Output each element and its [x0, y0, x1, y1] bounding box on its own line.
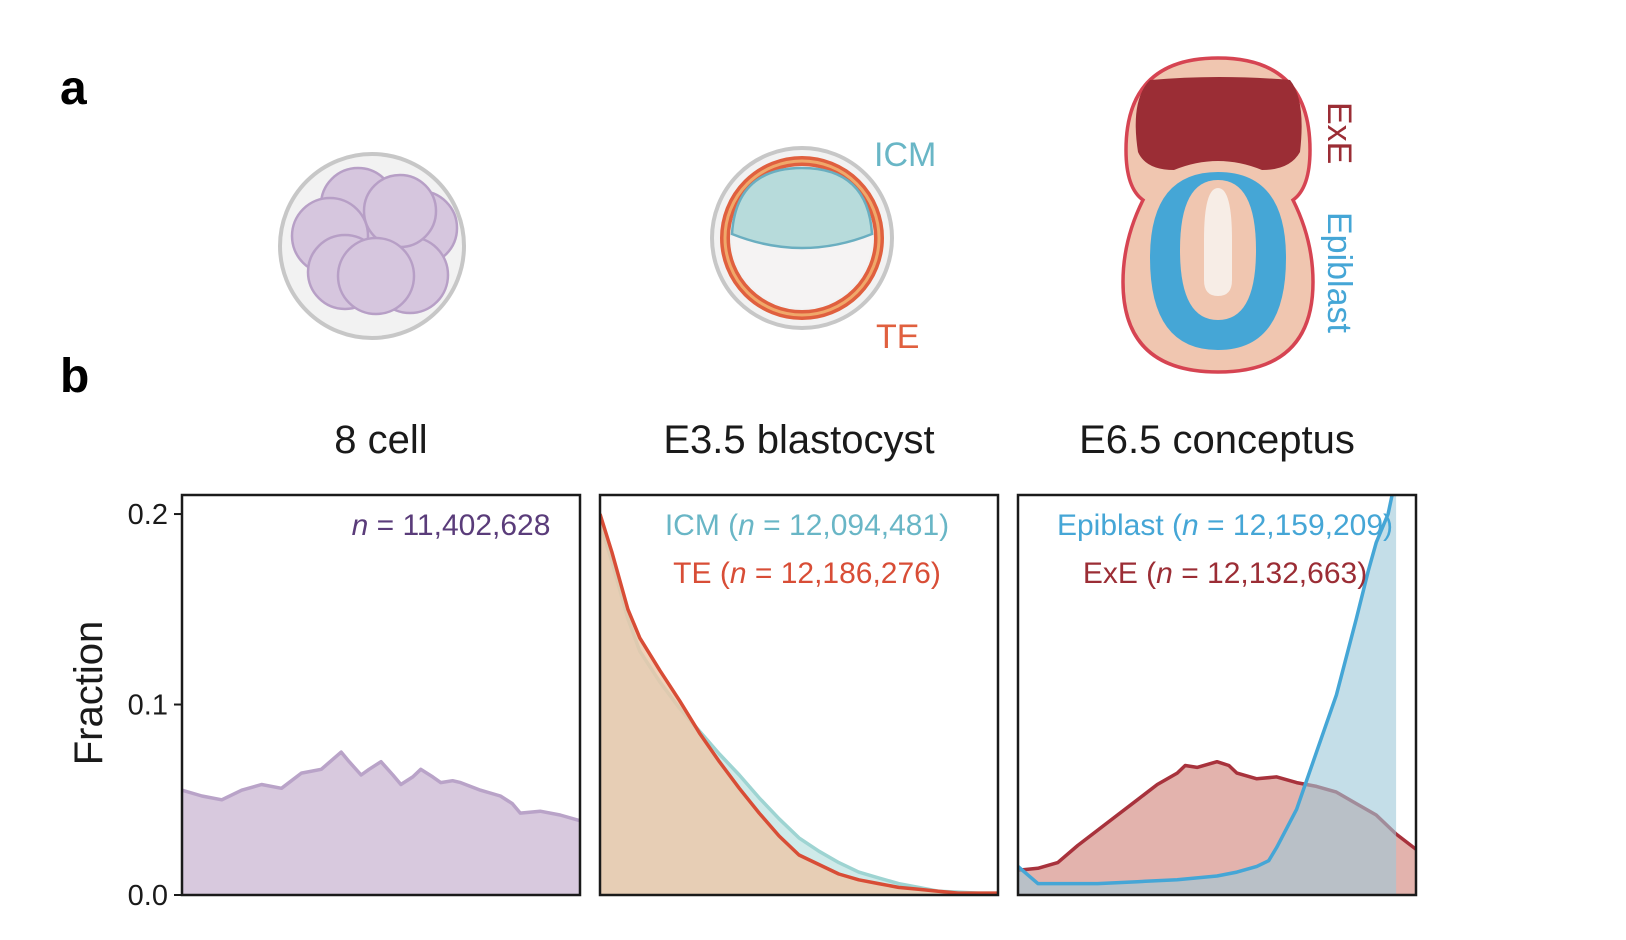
- chart-panel-3: E6.5 conceptus Epiblast (n = 12,159,209) E…: [1016, 418, 1418, 897]
- conceptus-illustration: [1121, 56, 1315, 374]
- epiblast-line: [1018, 495, 1394, 886]
- chart-panel-1: 8 cell n = 11,402,628 0.0 0.1 0.2: [128, 418, 582, 912]
- y-axis-label: Fraction: [67, 621, 111, 766]
- icm-label: ICM: [874, 136, 936, 174]
- epiblast-label: Epiblast: [1320, 212, 1358, 334]
- sample-size-annotation: Epiblast (n = 12,159,209): [1057, 509, 1393, 542]
- area-chart-panels: 8 cell n = 11,402,628 0.0 0.1 0.2 E3.5 blasto…: [128, 418, 1418, 912]
- plot-frame: [180, 493, 582, 897]
- epiblast-area: [1018, 495, 1397, 895]
- sample-size-annotation: ExE (n = 12,132,663): [1083, 557, 1367, 590]
- y-tick-label: 0.2: [128, 499, 168, 531]
- plot-frame: [598, 493, 1000, 897]
- plot-area: [1018, 495, 1416, 895]
- series-line: [182, 750, 580, 823]
- chart-title: 8 cell: [334, 418, 427, 462]
- panel-a-letter: a: [60, 62, 87, 115]
- panel-b-letter: b: [60, 350, 89, 403]
- te-area: [600, 514, 998, 895]
- plot-area: [182, 750, 580, 895]
- plot-frame: [1016, 493, 1418, 897]
- series-area: [182, 752, 580, 895]
- chart-title: E3.5 blastocyst: [663, 418, 934, 462]
- te-label: TE: [876, 318, 919, 356]
- sample-size-annotation: n = 11,402,628: [352, 509, 551, 542]
- blastocyst-illustration: [710, 146, 894, 330]
- exe-label: ExE: [1320, 102, 1358, 164]
- y-tick-label: 0.1: [128, 690, 168, 722]
- eight-cell-embryo-illustration: [278, 152, 466, 340]
- chart-panel-2: E3.5 blastocyst ICM (n = 12,094,481) TE (n…: [598, 418, 1000, 897]
- y-tick-label: 0.0: [128, 880, 168, 912]
- sample-size-annotation: ICM (n = 12,094,481): [665, 509, 949, 542]
- plot-area: [600, 513, 998, 895]
- chart-title: E6.5 conceptus: [1079, 418, 1355, 462]
- sample-size-annotation: TE (n = 12,186,276): [673, 557, 941, 590]
- te-line: [600, 513, 998, 895]
